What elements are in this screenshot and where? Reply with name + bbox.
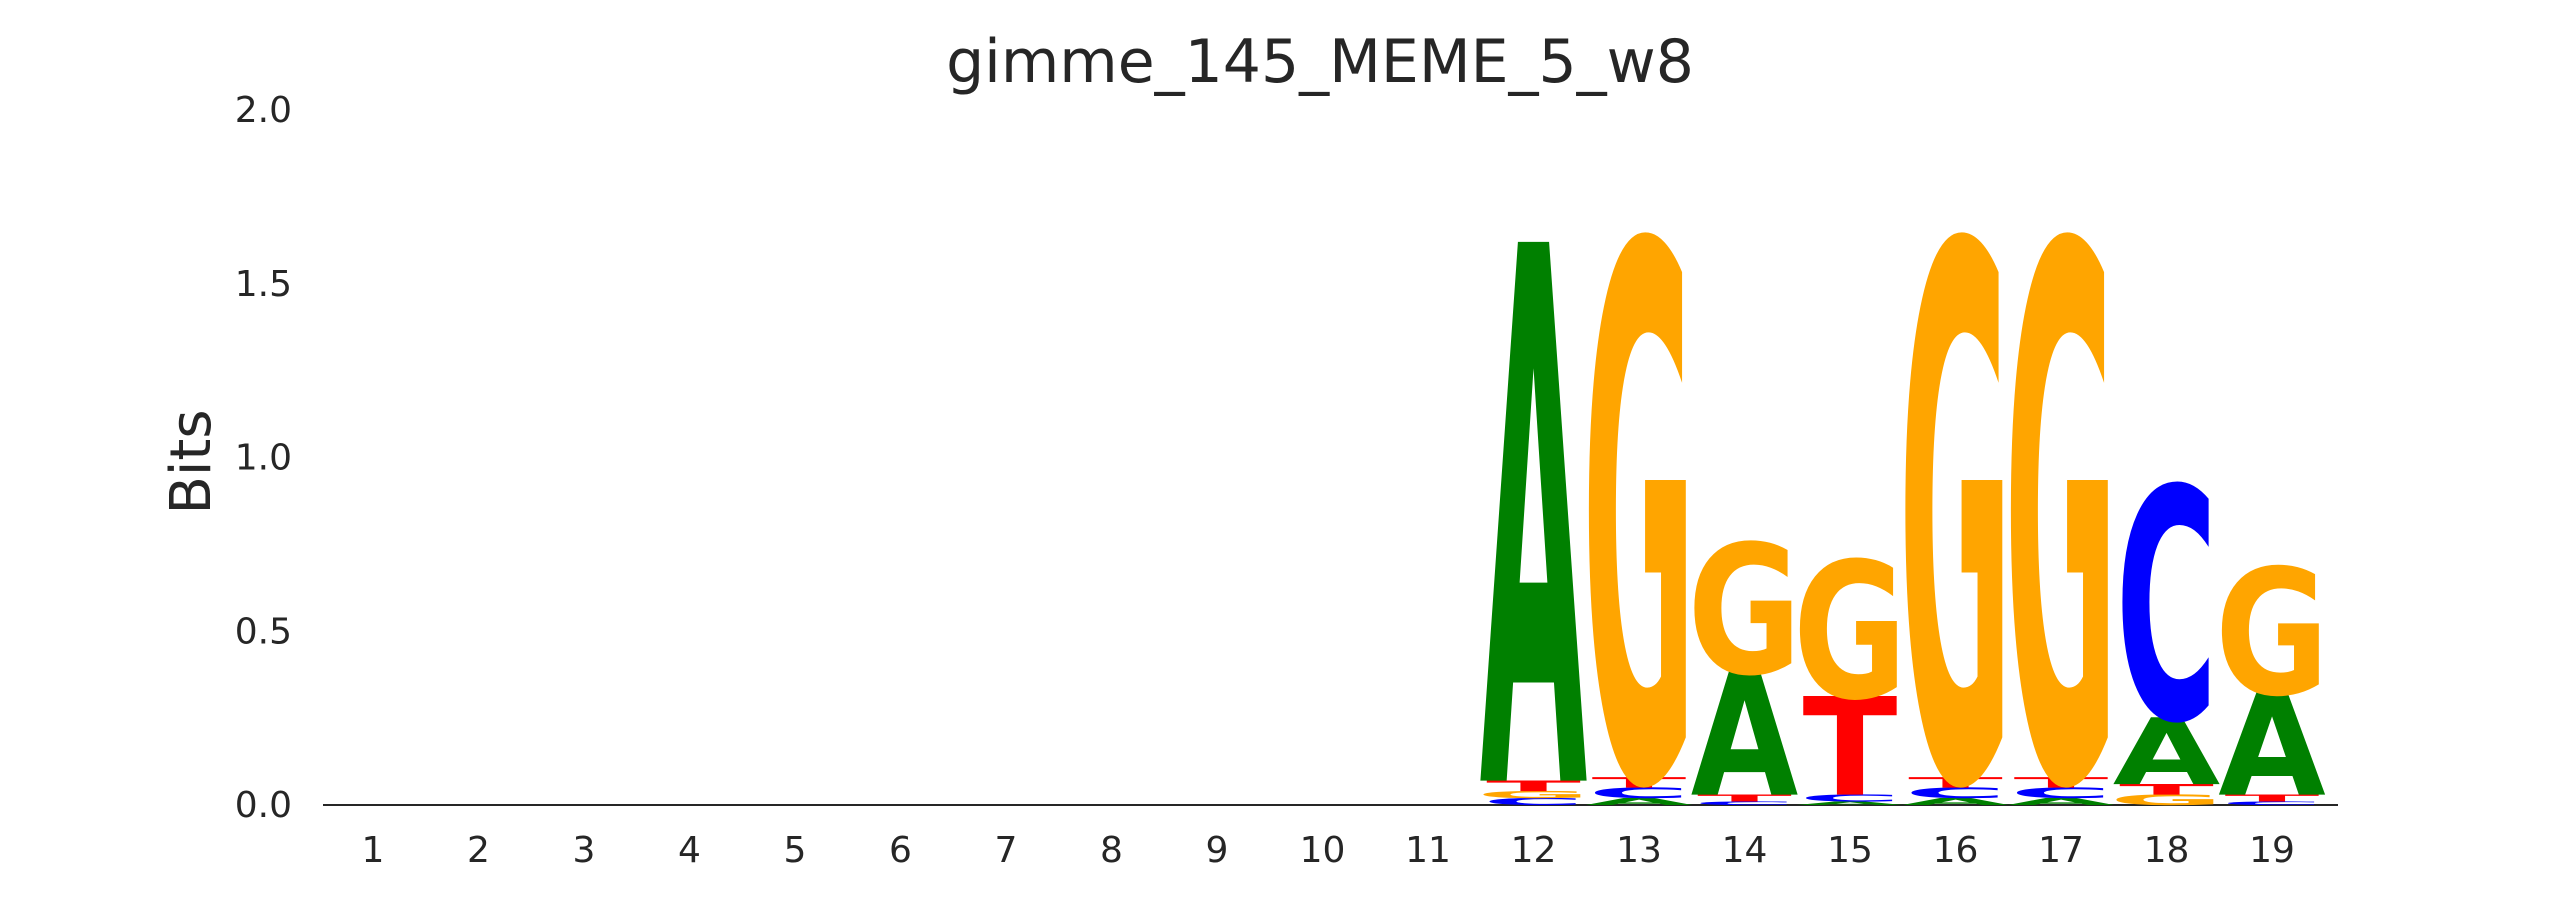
y-tick-label: 1.5 xyxy=(235,264,292,305)
x-tick-label: 3 xyxy=(573,830,596,871)
x-tick-label: 17 xyxy=(2038,830,2084,871)
letter-T-pos-13: T xyxy=(1592,774,1687,791)
x-tick-label: 9 xyxy=(1206,830,1229,871)
letter-G-pos-13: G xyxy=(1582,96,1696,900)
x-tick-label: 8 xyxy=(1100,830,1123,871)
y-tick-label: 2.0 xyxy=(235,90,292,131)
letter-C-pos-16: C xyxy=(1904,785,2006,802)
x-tick-label: 16 xyxy=(1933,830,1979,871)
letter-G-pos-18: G xyxy=(2109,792,2223,809)
letter-C-pos-13: C xyxy=(1588,785,1690,802)
letter-T-pos-17: T xyxy=(2014,774,2109,791)
letter-G-pos-15: G xyxy=(1793,523,1907,743)
letter-T-pos-16: T xyxy=(1908,774,2003,791)
x-tick-label: 7 xyxy=(995,830,1018,871)
letter-T-pos-12: T xyxy=(1486,778,1581,795)
y-tick-label: 0.5 xyxy=(235,611,292,652)
letter-A-pos-19: A xyxy=(2218,664,2326,828)
chart-title: gimme_145_MEME_5_w8 xyxy=(946,27,1694,97)
letter-C-pos-12: C xyxy=(1482,796,1584,807)
letter-A-pos-15: A xyxy=(1796,801,1904,807)
letter-A-pos-12: A xyxy=(1480,95,1589,900)
letter-A-pos-18: A xyxy=(2113,699,2221,806)
letter-G-pos-12: G xyxy=(1476,789,1590,800)
letter-G-pos-19: G xyxy=(2215,534,2329,736)
letter-C-pos-14: C xyxy=(1693,801,1795,807)
y-tick-label: 1.0 xyxy=(235,438,292,479)
y-axis-ticks: 0.0 0.5 1.0 1.5 2.0 xyxy=(235,90,292,826)
x-tick-label: 10 xyxy=(1300,830,1346,871)
letter-C-pos-17: C xyxy=(2010,785,2112,802)
y-axis-label: Bits xyxy=(159,409,224,514)
x-tick-label: 1 xyxy=(362,830,385,871)
letter-G-pos-17: G xyxy=(2004,96,2118,900)
x-axis-ticks: 1 2 3 4 5 6 7 8 9 10 11 12 13 14 15 16 17 18 19 xyxy=(362,830,2295,871)
x-tick-label: 11 xyxy=(1405,830,1451,871)
letter-A-pos-16: A xyxy=(1902,796,2010,807)
x-tick-label: 4 xyxy=(678,830,701,871)
x-tick-label: 2 xyxy=(467,830,490,871)
letter-G-pos-16: G xyxy=(1898,96,2012,900)
letter-C-pos-19: C xyxy=(2221,801,2323,807)
letter-A-pos-17: A xyxy=(2007,796,2115,807)
x-tick-label: 19 xyxy=(2249,830,2295,871)
letter-T-pos-18: T xyxy=(2119,781,2214,798)
x-tick-label: 14 xyxy=(1722,830,1768,871)
x-tick-label: 6 xyxy=(889,830,912,871)
letter-A-pos-14: A xyxy=(1691,638,1799,835)
letter-C-pos-15: C xyxy=(1799,793,1901,804)
y-tick-label: 0.0 xyxy=(235,785,292,826)
letter-C-pos-18: C xyxy=(2115,423,2217,794)
letter-A-pos-13: A xyxy=(1585,796,1693,807)
x-tick-label: 5 xyxy=(784,830,807,871)
letter-T-pos-15: T xyxy=(1803,670,1898,827)
x-tick-label: 13 xyxy=(1616,830,1662,871)
x-tick-label: 18 xyxy=(2144,830,2190,871)
x-tick-label: 12 xyxy=(1511,830,1557,871)
letter-T-pos-14: T xyxy=(1697,793,1792,804)
letter-G-pos-14: G xyxy=(1687,507,1801,716)
x-tick-label: 15 xyxy=(1827,830,1873,871)
letter-T-pos-19: T xyxy=(2225,793,2320,804)
